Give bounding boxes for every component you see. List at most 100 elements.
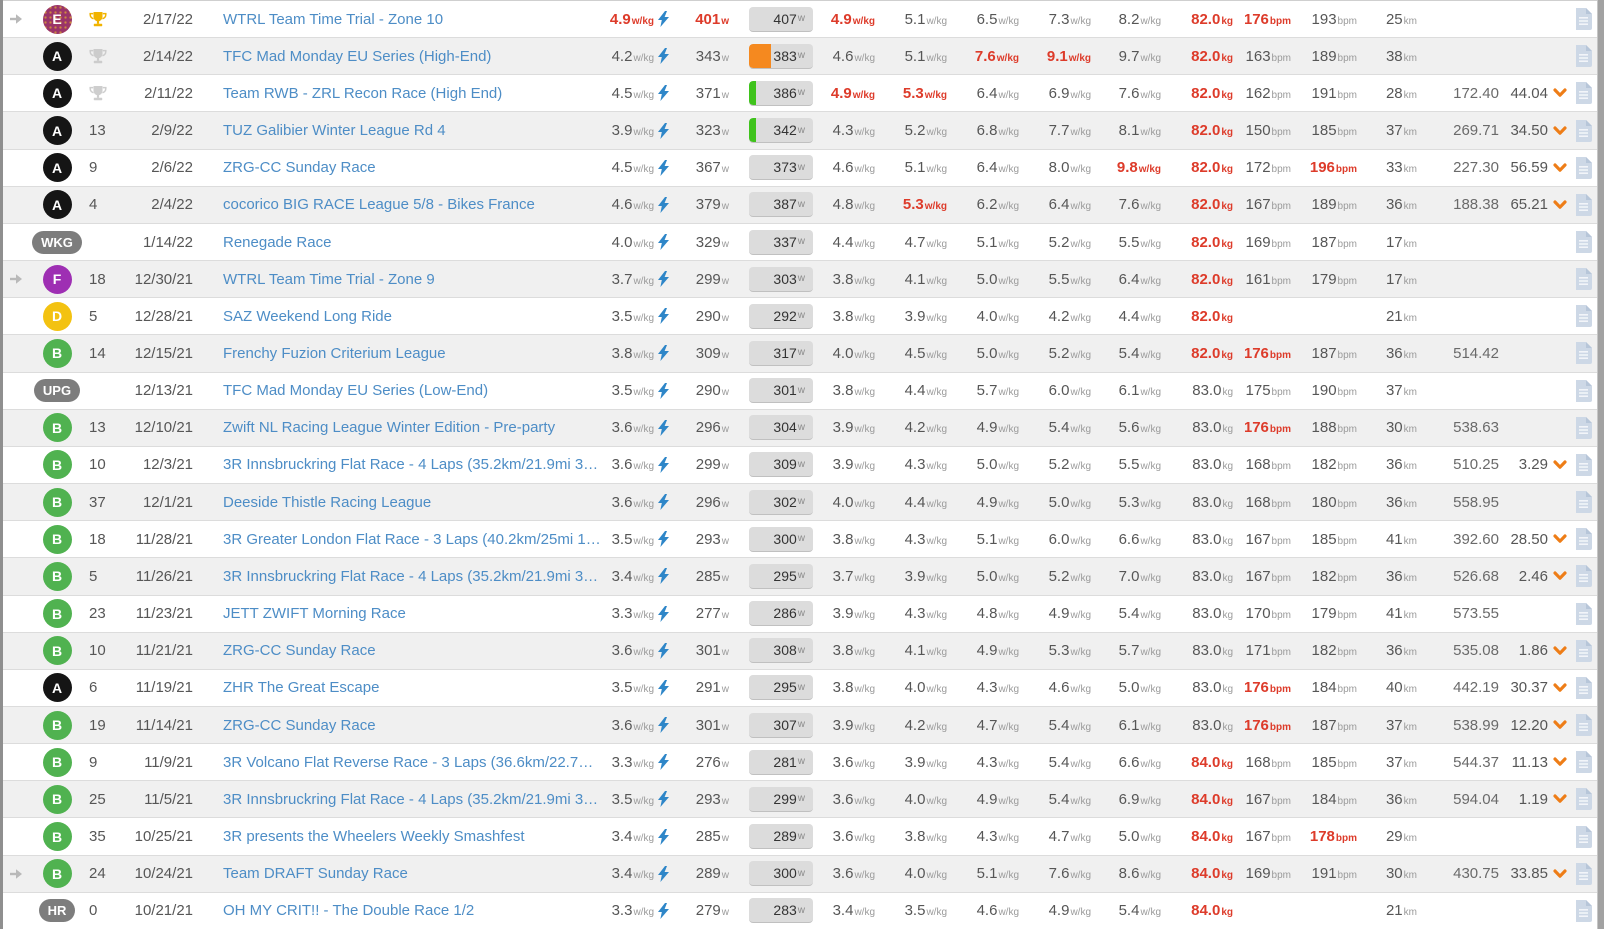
wkg-interval-cell: 4.3w/kg <box>904 605 947 623</box>
np-watts-button[interactable]: 289 w <box>749 824 813 850</box>
race-link[interactable]: TUZ Galibier Winter League Rd 4 <box>223 122 446 140</box>
wkg-interval-cell: 4.3w/kg <box>832 122 875 140</box>
wkg-interval-cell: 7.0w/kg <box>1118 567 1161 585</box>
np-watts-button[interactable]: 300 w <box>749 526 813 552</box>
chevron-down-icon[interactable] <box>1553 534 1567 544</box>
race-link[interactable]: ZRG-CC Sunday Race <box>223 716 376 734</box>
activity-file-icon[interactable] <box>1574 714 1593 737</box>
np-watts-button[interactable]: 292 w <box>749 303 813 329</box>
activity-file-icon[interactable] <box>1574 416 1593 439</box>
activity-file-icon[interactable] <box>1574 825 1593 848</box>
race-link[interactable]: Renegade Race <box>223 233 332 251</box>
race-link[interactable]: Deeside Thistle Racing League <box>223 493 432 511</box>
np-watts-button[interactable]: 373 w <box>749 155 813 181</box>
chevron-down-icon[interactable] <box>1553 720 1567 730</box>
activity-file-icon[interactable] <box>1574 453 1593 476</box>
date-cell: 11/14/21 <box>135 716 193 734</box>
activity-file-icon[interactable] <box>1574 193 1593 216</box>
chevron-down-icon[interactable] <box>1553 200 1567 210</box>
chevron-down-icon[interactable] <box>1553 869 1567 879</box>
np-watts-button[interactable]: 383 w <box>749 43 813 69</box>
activity-file-icon[interactable] <box>1574 751 1593 774</box>
race-link[interactable]: JETT ZWIFT Morning Race <box>223 605 406 623</box>
np-watts-button[interactable]: 281 w <box>749 749 813 775</box>
np-watts-button[interactable]: 299 w <box>749 786 813 812</box>
avg-watts-cell: 279w <box>695 902 729 920</box>
race-link[interactable]: cocorico BIG RACE League 5/8 - Bikes Fra… <box>223 196 535 214</box>
race-link[interactable]: SAZ Weekend Long Ride <box>223 307 392 325</box>
activity-file-icon[interactable] <box>1574 862 1593 885</box>
chevron-down-icon[interactable] <box>1553 88 1567 98</box>
activity-file-icon[interactable] <box>1574 528 1593 551</box>
chevron-down-icon[interactable] <box>1553 125 1567 136</box>
np-watts-button[interactable]: 407 w <box>749 6 813 32</box>
activity-file-icon[interactable] <box>1574 565 1593 588</box>
race-link[interactable]: OH MY CRIT!! - The Double Race 1/2 <box>223 902 475 920</box>
chevron-down-icon[interactable] <box>1553 646 1567 656</box>
race-link[interactable]: 3R Volcano Flat Reverse Race - 3 Laps (3… <box>223 753 601 771</box>
np-watts-button[interactable]: 309 w <box>749 452 813 478</box>
race-link[interactable]: Team DRAFT Sunday Race <box>223 865 408 883</box>
np-watts-button[interactable]: 308 w <box>749 638 813 664</box>
activity-file-icon[interactable] <box>1574 268 1593 291</box>
activity-file-icon[interactable] <box>1574 899 1593 922</box>
chevron-down-icon[interactable] <box>1553 757 1567 767</box>
race-link[interactable]: 3R Innsbruckring Flat Race - 4 Laps (35.… <box>223 790 601 808</box>
distance-cell: 17km <box>1385 233 1417 251</box>
race-link[interactable]: 3R Greater London Flat Race - 3 Laps (40… <box>223 530 601 548</box>
wkg-interval-cell: 3.8w/kg <box>832 679 875 697</box>
chevron-down-icon[interactable] <box>1553 571 1567 581</box>
chevron-down-icon[interactable] <box>1553 794 1567 804</box>
np-watts-button[interactable]: 303 w <box>749 266 813 292</box>
np-watts-button[interactable]: 317 w <box>749 340 813 366</box>
activity-file-icon[interactable] <box>1574 305 1593 328</box>
race-link[interactable]: WTRL Team Time Trial - Zone 10 <box>223 10 444 28</box>
race-link[interactable]: ZRG-CC Sunday Race <box>223 159 376 177</box>
np-watts-button[interactable]: 283 w <box>749 898 813 924</box>
race-link[interactable]: TFC Mad Monday EU Series (Low-End) <box>223 382 489 400</box>
activity-file-icon[interactable] <box>1574 342 1593 365</box>
activity-file-icon[interactable] <box>1574 156 1593 179</box>
race-link[interactable]: ZHR The Great Escape <box>223 679 380 697</box>
race-link[interactable]: Team RWB - ZRL Recon Race (High End) <box>223 84 503 102</box>
race-link[interactable]: Zwift NL Racing League Winter Edition - … <box>223 419 556 437</box>
wkg-interval-cell: 4.8w/kg <box>832 196 875 214</box>
activity-file-icon[interactable] <box>1574 82 1593 105</box>
np-watts-button[interactable]: 387 w <box>749 192 813 218</box>
np-watts-button[interactable]: 302 w <box>749 489 813 515</box>
np-watts-button[interactable]: 301 w <box>749 378 813 404</box>
race-link[interactable]: 3R Innsbruckring Flat Race - 4 Laps (35.… <box>223 567 601 585</box>
points-cell: 34.50 <box>1507 112 1569 148</box>
race-link[interactable]: ZRG-CC Sunday Race <box>223 642 376 660</box>
np-watts-button[interactable]: 300 w <box>749 861 813 887</box>
race-link[interactable]: WTRL Team Time Trial - Zone 9 <box>223 270 435 288</box>
np-watts-button[interactable]: 295 w <box>749 563 813 589</box>
activity-file-cell <box>1569 744 1598 780</box>
race-link[interactable]: Frenchy Fuzion Criterium League <box>223 344 446 362</box>
activity-file-icon[interactable] <box>1574 231 1593 254</box>
activity-file-icon[interactable] <box>1574 788 1593 811</box>
race-link[interactable]: 3R Innsbruckring Flat Race - 4 Laps (35.… <box>223 456 601 474</box>
chevron-down-icon[interactable] <box>1553 460 1567 470</box>
activity-file-icon[interactable] <box>1574 676 1593 699</box>
activity-file-icon[interactable] <box>1574 379 1593 402</box>
np-watts-button[interactable]: 295 w <box>749 675 813 701</box>
activity-file-icon[interactable] <box>1574 45 1593 68</box>
np-watts-button[interactable]: 342 w <box>749 118 813 144</box>
np-watts-button[interactable]: 286 w <box>749 601 813 627</box>
activity-file-icon[interactable] <box>1574 602 1593 625</box>
np-watts-button[interactable]: 304 w <box>749 415 813 441</box>
activity-file-icon[interactable] <box>1574 119 1593 142</box>
activity-file-icon[interactable] <box>1574 639 1593 662</box>
race-link[interactable]: 3R presents the Wheelers Weekly Smashfes… <box>223 828 525 846</box>
chevron-down-icon[interactable] <box>1553 683 1567 693</box>
activity-file-icon[interactable] <box>1574 8 1593 31</box>
activity-file-icon[interactable] <box>1574 491 1593 514</box>
weight-cell: 84.0kg <box>1191 790 1233 808</box>
scrollbar[interactable] <box>1597 0 1604 929</box>
np-watts-button[interactable]: 307 w <box>749 712 813 738</box>
race-link[interactable]: TFC Mad Monday EU Series (High-End) <box>223 47 492 65</box>
np-watts-button[interactable]: 386 w <box>749 80 813 106</box>
np-watts-button[interactable]: 337 w <box>749 229 813 255</box>
chevron-down-icon[interactable] <box>1553 163 1567 173</box>
